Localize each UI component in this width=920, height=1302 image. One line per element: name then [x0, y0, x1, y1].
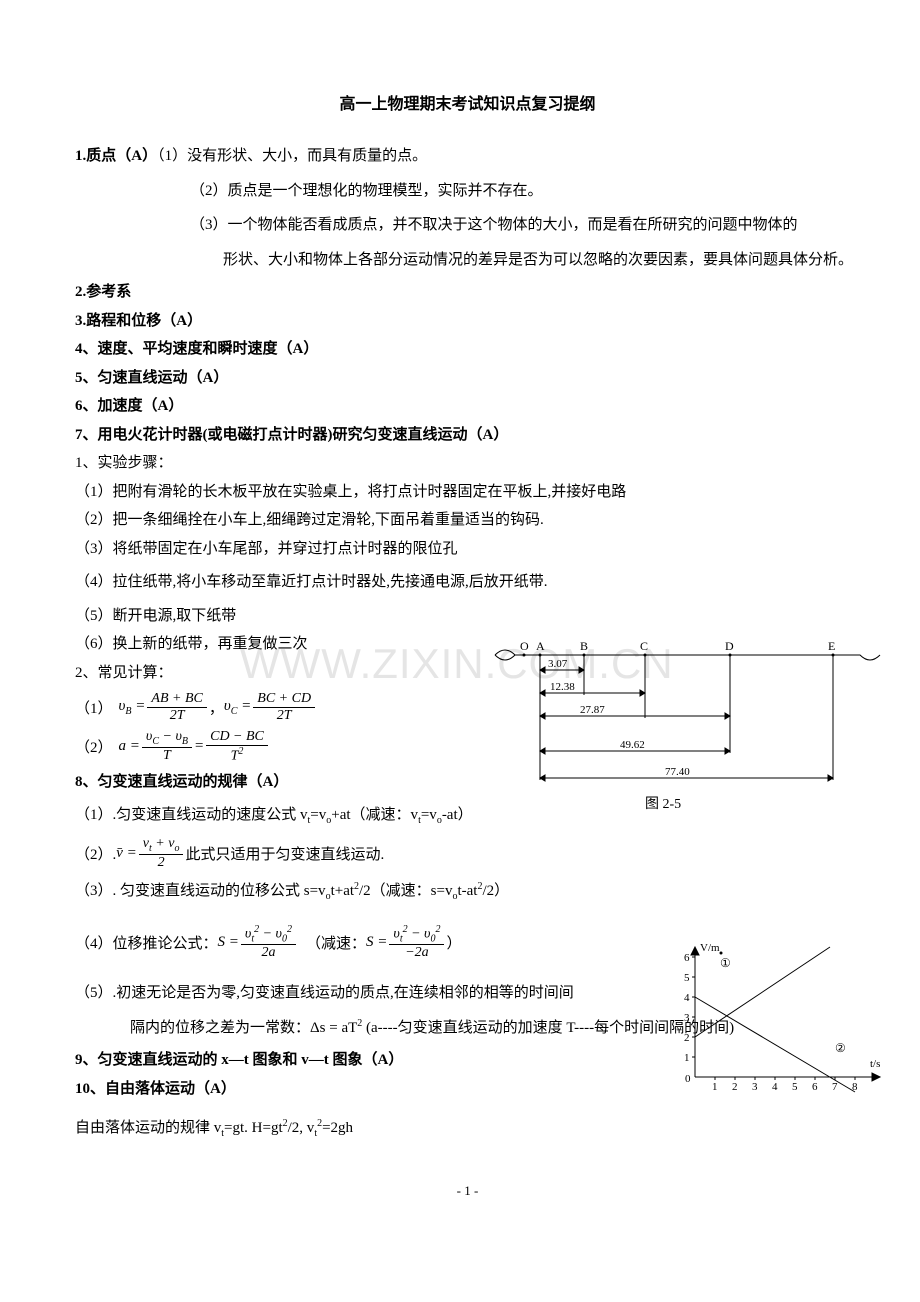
s10-p1b: =gt. H=gt	[224, 1120, 283, 1136]
frac-7: υt2 − υ02−2a	[389, 924, 444, 961]
s8-p1: （1）.匀变速直线运动的速度公式 v	[75, 807, 308, 823]
s1-p3b: 形状、大小和物体上各部分运动情况的差异是否为可以忽略的次要因素，要具体问题具体分…	[223, 252, 853, 268]
eq-1: =	[194, 738, 204, 755]
s7-f2-label: （2）	[75, 736, 113, 757]
s4: 4、速度、平均速度和瞬时速度（A）	[75, 337, 860, 363]
frac-4: CD − BCT2	[206, 729, 268, 765]
frac-2: BC + CD2T	[253, 691, 315, 724]
s8-p5b: 隔内的位移之差为一常数：Δs = aT	[130, 1020, 357, 1036]
page-footer: - 1 -	[75, 1183, 860, 1199]
formula-vc: υC =	[224, 698, 251, 717]
s8-p4b: （减速：	[306, 932, 366, 953]
s7-l5: （4）拉住纸带,将小车移动至靠近打点计时器处,先接通电源,后放开纸带.	[75, 570, 860, 596]
s3: 3.路程和位移（A）	[75, 309, 860, 335]
s7-l7: （6）换上新的纸带，再重复做三次	[75, 632, 860, 658]
s1-p3a: （3）一个物体能否看成质点，并不取决于这个物体的大小，而是看在所研究的问题中物体…	[190, 217, 798, 233]
s8-p4a: （4）位移推论公式：	[75, 932, 218, 953]
s8-p3b: t+at	[331, 883, 354, 899]
s1-head: 1.质点（A）	[75, 148, 157, 164]
s8-p3e: /2）	[482, 883, 509, 899]
s5: 5、匀速直线运动（A）	[75, 366, 860, 392]
s8-p3c: /2（减速：s=v	[359, 883, 452, 899]
s1-p2: （2）质点是一个理想化的物理模型，实际并不存在。	[190, 183, 543, 199]
s8-p1e: -at）	[442, 807, 473, 823]
s7-l8: 2、常见计算：	[75, 661, 860, 687]
s9: 9、匀变速直线运动的 x—t 图象和 v—t 图象（A）	[75, 1048, 860, 1074]
comma-1: ，	[209, 697, 224, 718]
s7-l4: （3）将纸带固定在小车尾部，并穿过打点计时器的限位孔	[75, 537, 860, 563]
d2-xlabel: t/s	[870, 1058, 880, 1070]
s8-p1b: =v	[310, 807, 326, 823]
s8-head: 8、匀变速直线运动的规律（A）	[75, 770, 860, 796]
s7-l2: （1）把附有滑轮的长木板平放在实验桌上，将打点计时器固定在平板上,并接好电路	[75, 480, 860, 506]
s7-head: 7、用电火花计时器(或电磁打点计时器)研究匀变速直线运动（A）	[75, 423, 860, 449]
s10-head: 10、自由落体运动（A）	[75, 1077, 860, 1103]
s7-l3: （2）把一条细绳拴在小车上,细绳跨过定滑轮,下面吊着重量适当的钩码.	[75, 508, 860, 534]
s6: 6、加速度（A）	[75, 394, 860, 420]
frac-5: vt + vo2	[139, 836, 184, 871]
formula-S1: S =	[218, 934, 239, 951]
s2: 2.参考系	[75, 280, 860, 306]
formula-a: a =	[119, 738, 140, 755]
s8-p3: （3）. 匀变速直线运动的位移公式 s=v	[75, 883, 326, 899]
s8-p3d: t-at	[457, 883, 477, 899]
s7-l1: 1、实验步骤：	[75, 451, 860, 477]
s10-p1c: /2, v	[288, 1120, 315, 1136]
s7-f1-label: （1）	[75, 697, 113, 718]
s8-p4c: ）	[446, 932, 461, 953]
frac-6: υt2 − υ022a	[241, 924, 296, 961]
s8-p1d: =v	[421, 807, 437, 823]
s8-p5a: （5）.初速无论是否为零,匀变速直线运动的质点,在连续相邻的相等的时间间	[75, 985, 574, 1001]
frac-1: AB + BC2T	[147, 691, 206, 724]
s10-p1d: =2gh	[322, 1120, 353, 1136]
formula-vbar: v̄ =	[116, 845, 137, 862]
formula-S2: S =	[366, 934, 387, 951]
page-title: 高一上物理期末考试知识点复习提纲	[75, 90, 860, 114]
s8-p2a: （2）.	[75, 843, 116, 864]
s1-p1: （1）没有形状、大小，而具有质量的点。	[157, 148, 427, 164]
s7-l6: （5）断开电源,取下纸带	[75, 604, 860, 630]
s10-p1a: 自由落体运动的规律 v	[75, 1120, 221, 1136]
s8-p1c: +at（减速：v	[331, 807, 418, 823]
s8-p5c: (a----匀变速直线运动的加速度 T----每个时间间隔的时间)	[362, 1020, 734, 1036]
s8-p2b: 此式只适用于匀变速直线运动.	[185, 843, 384, 864]
formula-vb: υB =	[119, 698, 146, 717]
frac-3: υC − υBT	[142, 729, 192, 764]
